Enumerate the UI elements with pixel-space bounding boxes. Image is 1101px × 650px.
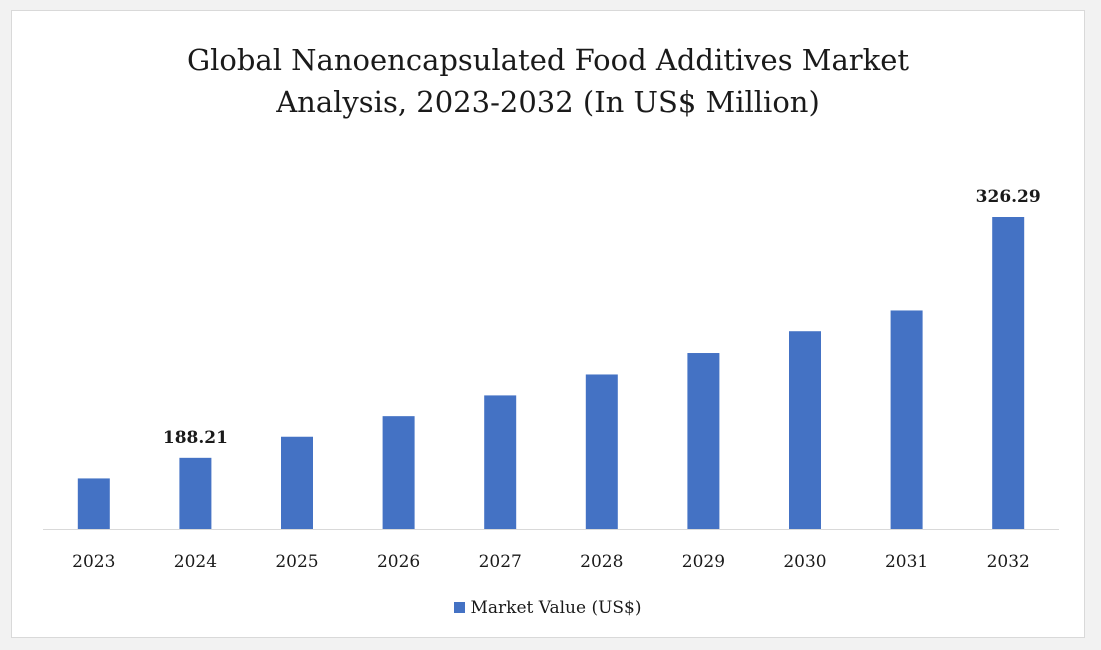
bar-2025 (281, 436, 313, 529)
bar-2029 (687, 353, 720, 529)
x-tick-label-2023: 2023 (72, 552, 115, 572)
x-tick-label-2025: 2025 (275, 552, 318, 572)
x-tick-label-2029: 2029 (682, 552, 725, 572)
legend-swatch (454, 602, 466, 613)
data-label-2024: 188.21 (163, 428, 228, 448)
x-tick-label-2028: 2028 (580, 552, 623, 572)
legend-label: Market Value (US$) (470, 598, 642, 618)
legend: Market Value (US$) (12, 598, 1084, 618)
chart-title: Global Nanoencapsulated Food Additives M… (186, 43, 910, 119)
bar-2032 (992, 217, 1025, 529)
chart-frame: Global Nanoencapsulated Food Additives M… (11, 10, 1085, 638)
bar-2024 (179, 457, 212, 529)
bar-2031 (890, 310, 923, 529)
bar-2027 (484, 395, 517, 529)
x-tick-label-2024: 2024 (174, 552, 217, 572)
x-tick-label-2027: 2027 (479, 552, 522, 572)
bar-2030 (789, 331, 821, 529)
data-label-2032: 326.29 (976, 187, 1041, 207)
x-tick-label-2030: 2030 (783, 552, 826, 572)
x-tick-label-2031: 2031 (885, 552, 928, 572)
x-tick-label-2032: 2032 (987, 552, 1030, 572)
x-tick-label-2026: 2026 (377, 552, 420, 572)
bar-chart: 2023 2024 2025 2026 2027 2028 2029 2030 2031 2032… (43, 187, 1059, 572)
bar-2028 (585, 374, 618, 529)
bar-2026 (382, 416, 415, 529)
bar-2023 (77, 478, 110, 529)
